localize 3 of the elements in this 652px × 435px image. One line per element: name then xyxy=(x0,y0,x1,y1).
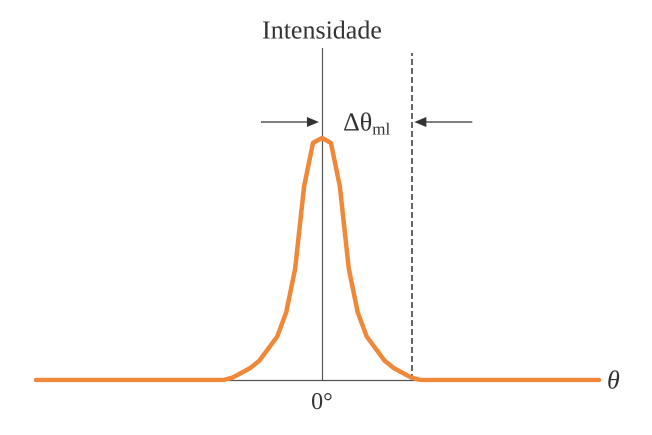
y-axis-title: Intensidade xyxy=(262,16,382,44)
text: 0° xyxy=(311,389,333,415)
x-axis-title: θ xyxy=(607,366,620,394)
